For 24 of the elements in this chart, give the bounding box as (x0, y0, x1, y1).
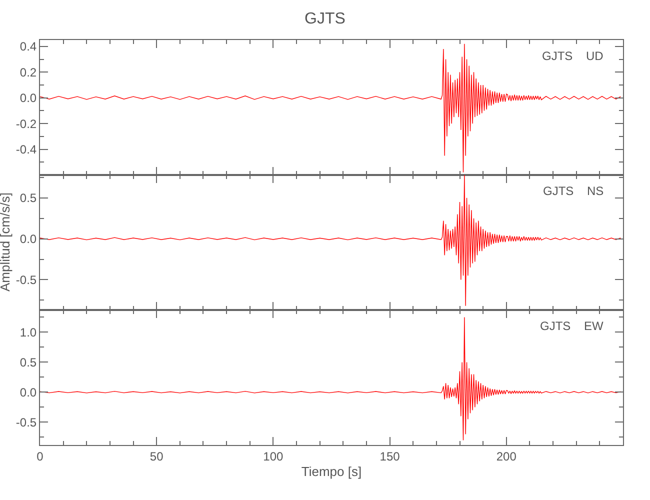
annotation: GJTS EW (540, 319, 604, 333)
y-axis-title: Amplitud [cm/s/s] (0, 192, 13, 292)
y-tick-label: 0.5 (20, 355, 37, 370)
annotation: GJTS NS (543, 184, 604, 198)
y-tick-label: 0.0 (20, 232, 37, 246)
x-tick-label: 100 (263, 449, 284, 464)
y-tick-label: 1.0 (20, 325, 37, 340)
x-tick-label: 50 (150, 449, 164, 464)
line-series (40, 44, 622, 173)
y-tick-label: -0.5 (16, 272, 37, 287)
x-tick-label: 150 (380, 449, 400, 464)
x-tick-label: 0 (36, 449, 44, 464)
y-tick-label: -0.4 (16, 142, 37, 156)
y-tick-label: 0.4 (20, 40, 37, 54)
y-tick-label: 0.2 (20, 65, 37, 80)
x-tick-label: 200 (496, 449, 517, 464)
y-tick-label: 0.5 (20, 191, 37, 206)
chart-title: GJTS (304, 10, 346, 28)
y-tick-label: 0.0 (20, 91, 37, 106)
annotation: GJTS UD (542, 49, 604, 63)
y-tick-label: -0.2 (16, 116, 37, 131)
y-tick-label: 0.0 (20, 385, 37, 400)
x-axis-title: Tiempo [s] (301, 464, 362, 479)
y-tick-label: -0.5 (16, 415, 37, 430)
